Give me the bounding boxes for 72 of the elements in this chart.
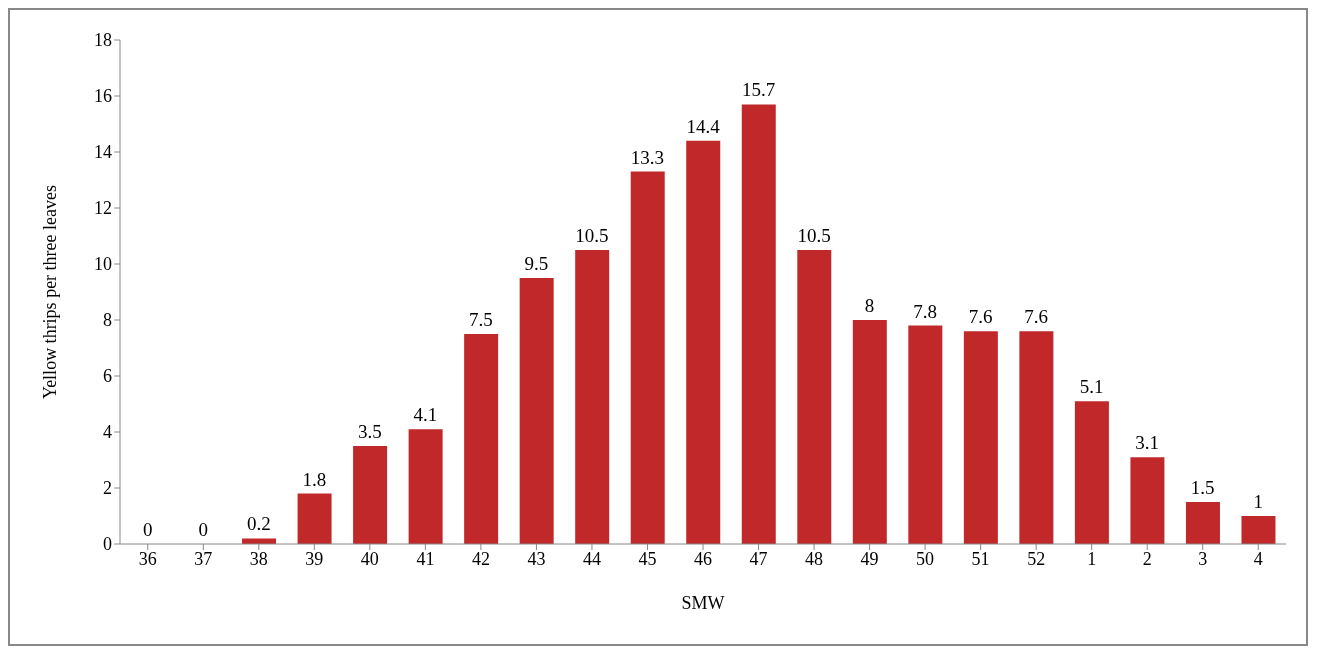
y-tick-label: 0 [103, 534, 112, 555]
y-tick-label: 10 [94, 254, 112, 275]
bar [908, 325, 943, 544]
y-tick-label: 12 [94, 198, 112, 219]
data-label: 14.4 [686, 115, 721, 137]
data-label: 0.2 [246, 513, 271, 535]
x-tick-label: 43 [527, 548, 546, 569]
x-tick-label: 44 [582, 548, 601, 569]
x-tick-label: 46 [694, 548, 712, 569]
y-axis-title: Yellow thrips per three leaves [40, 184, 61, 400]
bar [353, 446, 388, 544]
x-tick-label: 51 [971, 548, 990, 569]
bar [1241, 516, 1276, 544]
bar [797, 250, 832, 544]
data-label: 7.8 [913, 300, 937, 322]
y-tick-label: 2 [103, 478, 112, 499]
data-label: 0 [198, 519, 209, 540]
x-tick-label: 38 [249, 548, 268, 569]
bar [575, 250, 610, 544]
y-tick-label: 4 [103, 422, 112, 443]
bar [1185, 502, 1220, 544]
data-label: 5.1 [1079, 376, 1104, 398]
bar [519, 278, 554, 544]
data-label: 4.1 [413, 404, 438, 426]
bar [297, 493, 332, 544]
x-tick-label: 40 [360, 548, 379, 569]
bar [741, 104, 776, 544]
y-tick-label: 8 [103, 310, 112, 331]
bar [1019, 331, 1054, 544]
x-tick-label: 2 [1142, 548, 1152, 569]
x-tick-label: 3 [1198, 548, 1208, 569]
data-label: 8 [864, 295, 875, 316]
x-tick-label: 52 [1027, 548, 1046, 569]
data-label: 10.5 [575, 225, 609, 246]
x-tick-label: 39 [305, 548, 324, 569]
data-label: 10.5 [797, 225, 831, 246]
x-tick-label: 47 [749, 548, 768, 569]
data-label: 13.3 [630, 146, 665, 168]
data-label: 7.6 [968, 306, 993, 328]
data-label: 7.6 [1024, 306, 1049, 328]
data-label: 0 [143, 519, 153, 540]
data-label: 9.5 [524, 253, 549, 274]
x-tick-label: 4 [1253, 548, 1263, 569]
x-tick-label: 50 [916, 548, 935, 569]
y-tick-label: 14 [94, 142, 112, 163]
bar [1130, 457, 1165, 544]
bar [852, 320, 887, 544]
data-label: 3.1 [1135, 432, 1160, 454]
y-tick-label: 18 [94, 30, 112, 51]
bar [464, 334, 499, 544]
x-tick-label: 37 [194, 548, 213, 569]
bar [408, 429, 443, 544]
y-tick-label: 16 [94, 86, 112, 107]
data-label: 15.7 [741, 79, 776, 101]
x-tick-label: 36 [138, 548, 157, 569]
bar [963, 331, 998, 544]
data-label: 3.5 [357, 421, 382, 442]
y-tick-label: 6 [103, 366, 112, 387]
x-tick-label: 41 [416, 548, 435, 569]
bar [630, 171, 665, 544]
bar [1074, 401, 1109, 544]
data-label: 1.5 [1190, 477, 1215, 498]
x-tick-label: 48 [805, 548, 824, 569]
x-axis-title: SMW [681, 593, 725, 613]
x-tick-label: 45 [638, 548, 657, 569]
x-tick-label: 49 [860, 548, 879, 569]
x-tick-label: 42 [471, 548, 490, 569]
bar [686, 140, 721, 544]
data-label: 7.5 [469, 309, 493, 330]
data-label: 1.8 [302, 468, 327, 490]
data-label: 1 [1253, 491, 1263, 512]
x-tick-label: 1 [1087, 548, 1097, 569]
